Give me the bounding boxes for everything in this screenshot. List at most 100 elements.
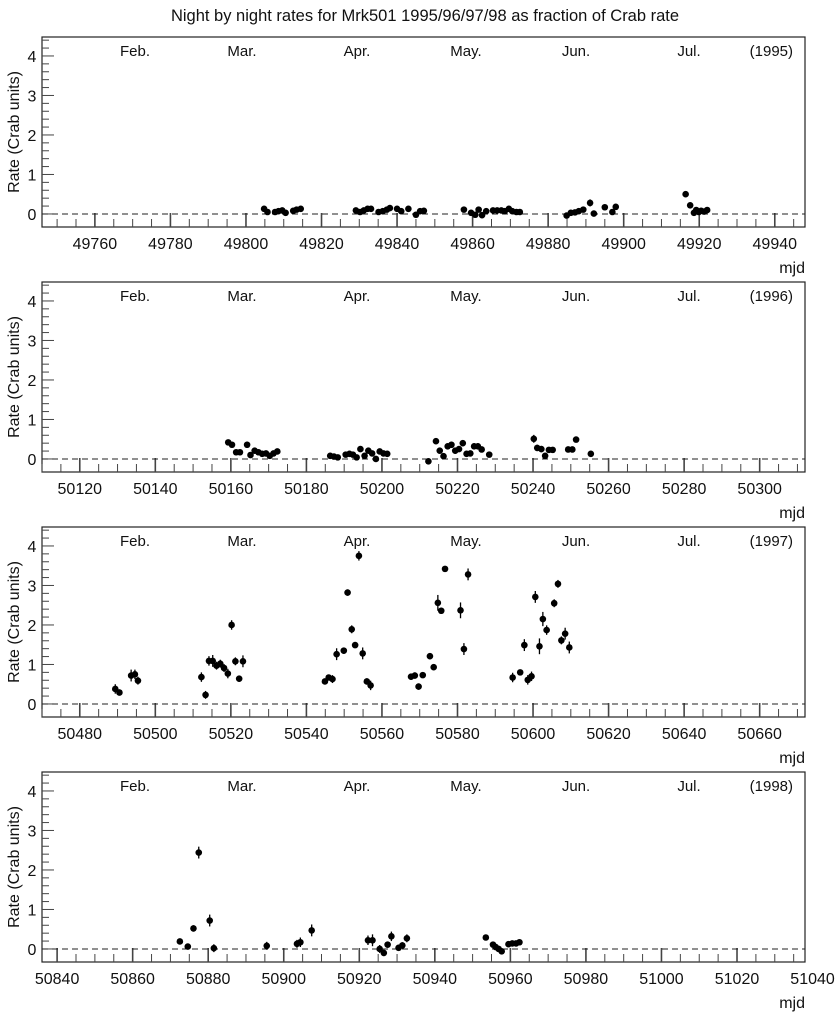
data-point xyxy=(243,441,251,449)
y-tick-label: 4 xyxy=(28,784,37,801)
data-point xyxy=(459,439,467,447)
y-tick-label: 1 xyxy=(28,412,37,429)
data-point xyxy=(405,205,412,213)
data-point xyxy=(541,452,549,460)
x-tick-label: 50560 xyxy=(360,726,405,743)
data-point xyxy=(361,452,368,460)
data-point xyxy=(297,938,304,946)
data-point xyxy=(539,615,547,623)
data-point xyxy=(367,205,375,213)
data-point xyxy=(566,644,573,651)
data-point xyxy=(388,933,395,940)
month-label: Feb. xyxy=(120,533,150,550)
data-point xyxy=(372,455,380,463)
panel-1998: 0 1 2 3 4 50840 50860 50880 50900 50920 50940 50960… xyxy=(6,771,835,1012)
data-point xyxy=(228,621,235,629)
data-point xyxy=(436,447,444,454)
x-tick-label: 50980 xyxy=(564,971,609,988)
data-point xyxy=(264,208,271,216)
month-label: Jul. xyxy=(677,288,700,305)
y-tick-label: 2 xyxy=(28,373,37,390)
data-point xyxy=(441,565,449,573)
x-axis-label: mjd xyxy=(779,750,805,767)
x-tick-label: 50640 xyxy=(662,726,707,743)
x-tick-label: 50260 xyxy=(586,481,631,498)
x-axis-label: mjd xyxy=(779,260,805,277)
data-point xyxy=(457,607,464,614)
y-tick-label: 3 xyxy=(28,88,37,105)
data-point xyxy=(601,203,609,211)
y-tick-label: 3 xyxy=(28,823,37,840)
x-tick-label: 49940 xyxy=(753,236,798,253)
data-point xyxy=(579,206,587,213)
plot-frame xyxy=(41,36,806,228)
data-point xyxy=(440,452,447,460)
data-point xyxy=(516,669,524,676)
data-point xyxy=(475,206,482,213)
data-point xyxy=(550,599,558,607)
data-point xyxy=(263,942,271,950)
data-point xyxy=(198,673,205,681)
data-point xyxy=(434,599,442,607)
x-tick-label: 51020 xyxy=(715,971,760,988)
data-point xyxy=(376,945,383,953)
y-tick-label: 4 xyxy=(28,539,37,556)
month-label: May. xyxy=(450,778,481,795)
data-point xyxy=(448,441,455,449)
data-point xyxy=(569,446,576,453)
data-point xyxy=(340,647,348,654)
data-point xyxy=(516,938,523,946)
x-tick-label: 49780 xyxy=(148,236,193,253)
data-point xyxy=(134,677,142,684)
data-point xyxy=(333,650,340,658)
data-point xyxy=(210,944,218,952)
data-point xyxy=(485,451,493,458)
x-tick-label: 51040 xyxy=(790,971,835,988)
y-tick-label: 3 xyxy=(28,578,37,595)
y-axis-label: Rate (Crab units) xyxy=(6,561,23,683)
chart-title: Night by night rates for Mrk501 1995/96/… xyxy=(171,7,679,25)
month-label: Jun. xyxy=(562,288,590,305)
x-tick-label: 49920 xyxy=(677,236,722,253)
data-point xyxy=(482,934,490,941)
y-tick-label: 0 xyxy=(28,452,37,469)
x-tick-label: 49820 xyxy=(299,236,344,253)
x-tick-label: 50280 xyxy=(662,481,707,498)
x-tick-label: 50580 xyxy=(435,726,480,743)
data-point xyxy=(549,446,556,454)
data-point xyxy=(216,660,224,667)
month-label: Jul. xyxy=(677,778,700,795)
month-label: Mar. xyxy=(227,533,256,550)
data-point xyxy=(247,451,254,459)
year-label: (1995) xyxy=(750,43,793,60)
plot-frame xyxy=(41,281,806,473)
data-point xyxy=(355,552,363,560)
data-point xyxy=(572,436,580,443)
data-point xyxy=(131,671,139,678)
x-tick-label: 50860 xyxy=(110,971,155,988)
y-tick-label: 2 xyxy=(28,618,37,635)
data-point xyxy=(353,454,360,461)
panel-1996: 0 1 2 3 4 50120 50140 50160 50180 50200 50220 50240… xyxy=(6,281,806,522)
month-label: Mar. xyxy=(227,43,256,60)
data-point xyxy=(209,657,217,665)
x-tick-label: 50540 xyxy=(284,726,329,743)
y-tick-label: 1 xyxy=(28,657,37,674)
month-label: Feb. xyxy=(120,288,150,305)
data-point xyxy=(425,458,432,465)
month-label: Mar. xyxy=(227,288,256,305)
data-point xyxy=(380,949,388,957)
year-label: (1996) xyxy=(750,288,793,305)
month-label: May. xyxy=(450,43,481,60)
x-tick-label: 49860 xyxy=(450,236,495,253)
data-point xyxy=(471,211,479,219)
y-tick-label: 0 xyxy=(28,942,37,959)
data-point xyxy=(367,682,374,689)
data-point xyxy=(609,208,616,216)
x-tick-label: 50200 xyxy=(360,481,405,498)
month-label: Feb. xyxy=(120,43,150,60)
panel-1995: 0 1 2 3 4 49760 49780 49800 49820 49840 49860 49880… xyxy=(6,36,806,277)
data-point xyxy=(586,199,594,207)
data-point xyxy=(420,207,428,215)
data-point xyxy=(521,641,528,649)
